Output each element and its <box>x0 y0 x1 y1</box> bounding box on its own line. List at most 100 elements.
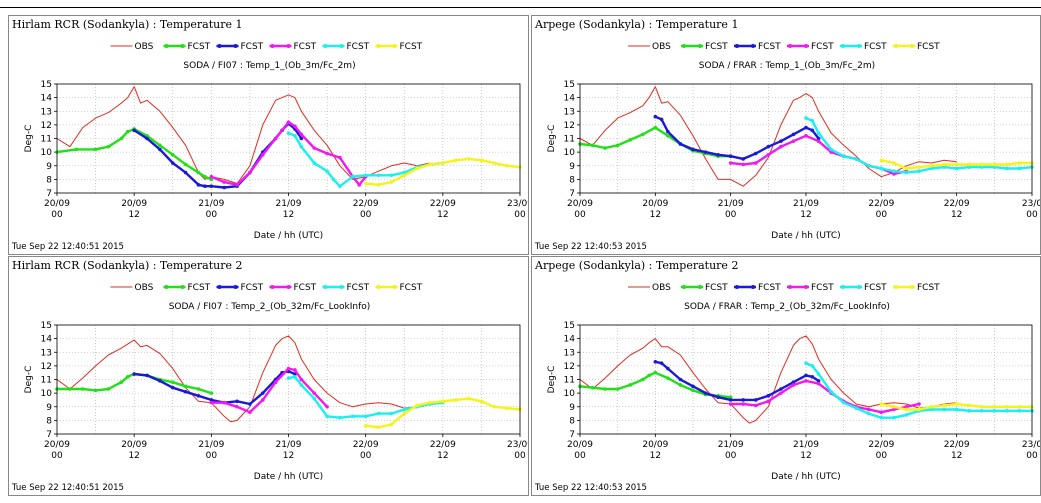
data-point <box>766 399 771 404</box>
x-tick-label-hour: 00 <box>1026 451 1038 461</box>
x-axis: 20/090020/091221/090021/091222/090022/09… <box>44 434 528 461</box>
x-tick-label-date: 21/09 <box>276 199 302 209</box>
data-point <box>615 387 620 391</box>
data-point <box>338 415 342 420</box>
legend-label: FCST <box>188 283 211 293</box>
series-line <box>56 127 212 181</box>
top-rule <box>0 7 1041 8</box>
legend-marker <box>804 44 808 48</box>
data-point <box>145 136 149 141</box>
data-point <box>892 161 896 165</box>
data-point <box>402 170 407 175</box>
data-point <box>816 139 821 144</box>
data-point <box>640 132 645 137</box>
data-point <box>590 385 595 390</box>
data-point <box>979 404 984 409</box>
panel-timestamp: Tue Sep 22 12:40:51 2015 <box>12 483 124 493</box>
x-tick-label-hour: 12 <box>283 210 294 220</box>
data-point <box>810 118 815 123</box>
y-axis-label: Deg-C <box>24 125 34 153</box>
data-point <box>854 406 859 410</box>
series-1-fcst <box>55 372 214 395</box>
data-point <box>93 147 98 152</box>
legend-marker <box>217 44 222 48</box>
data-point <box>816 372 821 376</box>
data-point <box>741 157 746 161</box>
x-tick-label-date: 20/09 <box>121 199 147 209</box>
data-point <box>479 399 484 404</box>
data-point <box>209 391 214 395</box>
chart-subtitle: SODA / FRAR : Temp_2_(Ob_32m/Fc_LookInfo… <box>684 302 890 312</box>
x-tick-label-hour: 00 <box>1026 210 1038 220</box>
x-tick-label-date: 23/0 <box>1022 199 1041 209</box>
data-point <box>866 163 871 168</box>
legend-marker <box>217 285 222 289</box>
data-point <box>678 142 683 146</box>
data-point <box>653 370 658 375</box>
data-point <box>125 129 130 134</box>
data-point <box>492 404 497 409</box>
legend-label: FCST <box>294 42 317 52</box>
data-point <box>892 404 896 409</box>
chart-arpege-temp2: OBS FCST FCST FCST FCST FCST SODA / FRAR : Tem… <box>547 283 1040 482</box>
data-point <box>235 399 239 404</box>
data-point <box>716 153 720 157</box>
y-tick-label: 15 <box>564 321 575 331</box>
data-point <box>286 376 291 380</box>
series-5-fcst <box>879 402 1034 412</box>
data-point <box>647 373 651 378</box>
legend-label: FCST <box>241 283 264 293</box>
data-point <box>170 161 175 165</box>
data-point <box>979 409 984 413</box>
y-tick-label: 13 <box>41 348 52 358</box>
x-tick-label-hour: 00 <box>725 210 737 220</box>
data-point <box>810 364 815 368</box>
x-tick-label-hour: 00 <box>206 451 218 461</box>
data-point <box>691 388 695 393</box>
data-point <box>992 165 997 169</box>
y-axis: 7 8 9 10 11 12 13 14 15 <box>41 321 57 440</box>
legend-label: OBS <box>652 283 671 293</box>
series-4-fcst <box>804 361 1034 420</box>
y-tick-label: 8 <box>569 175 575 185</box>
legend-marker <box>788 285 792 289</box>
data-point <box>293 368 297 372</box>
y-axis-label: Deg-C <box>547 366 557 394</box>
data-point <box>728 395 733 400</box>
x-tick-label-hour: 00 <box>360 451 372 461</box>
data-point <box>779 144 783 149</box>
y-tick-label: 14 <box>564 94 576 104</box>
data-point <box>666 376 670 380</box>
chart-hirlam-temp1: OBS FCST FCST FCST FCST FCST SODA / FI07 : Tem… <box>24 42 528 241</box>
data-point <box>753 161 758 165</box>
data-point <box>841 400 846 405</box>
legend-label: FCST <box>811 283 834 293</box>
y-tick-label: 9 <box>569 403 575 413</box>
legend-label: OBS <box>652 42 671 52</box>
data-point <box>904 413 909 417</box>
data-point <box>196 170 201 175</box>
data-point <box>954 162 959 167</box>
legend-marker <box>180 285 185 289</box>
data-point <box>659 117 664 122</box>
y-tick-label: 9 <box>46 403 52 413</box>
data-point <box>753 151 758 156</box>
data-point <box>917 165 921 169</box>
data-point <box>917 402 921 406</box>
legend-label: FCST <box>400 42 423 52</box>
y-tick-label: 11 <box>41 376 52 386</box>
data-point <box>363 173 368 178</box>
series-line <box>56 335 431 423</box>
data-point <box>286 366 291 371</box>
y-tick-label: 10 <box>41 148 53 158</box>
data-point <box>804 125 808 130</box>
x-tick-label-hour: 12 <box>800 210 811 220</box>
y-tick-label: 8 <box>569 416 575 426</box>
data-point <box>728 398 733 402</box>
data-point <box>728 402 733 406</box>
data-point <box>879 415 884 420</box>
legend-marker <box>323 44 328 48</box>
data-point <box>879 166 884 171</box>
legend-marker <box>270 285 275 289</box>
legend-marker <box>323 285 328 289</box>
